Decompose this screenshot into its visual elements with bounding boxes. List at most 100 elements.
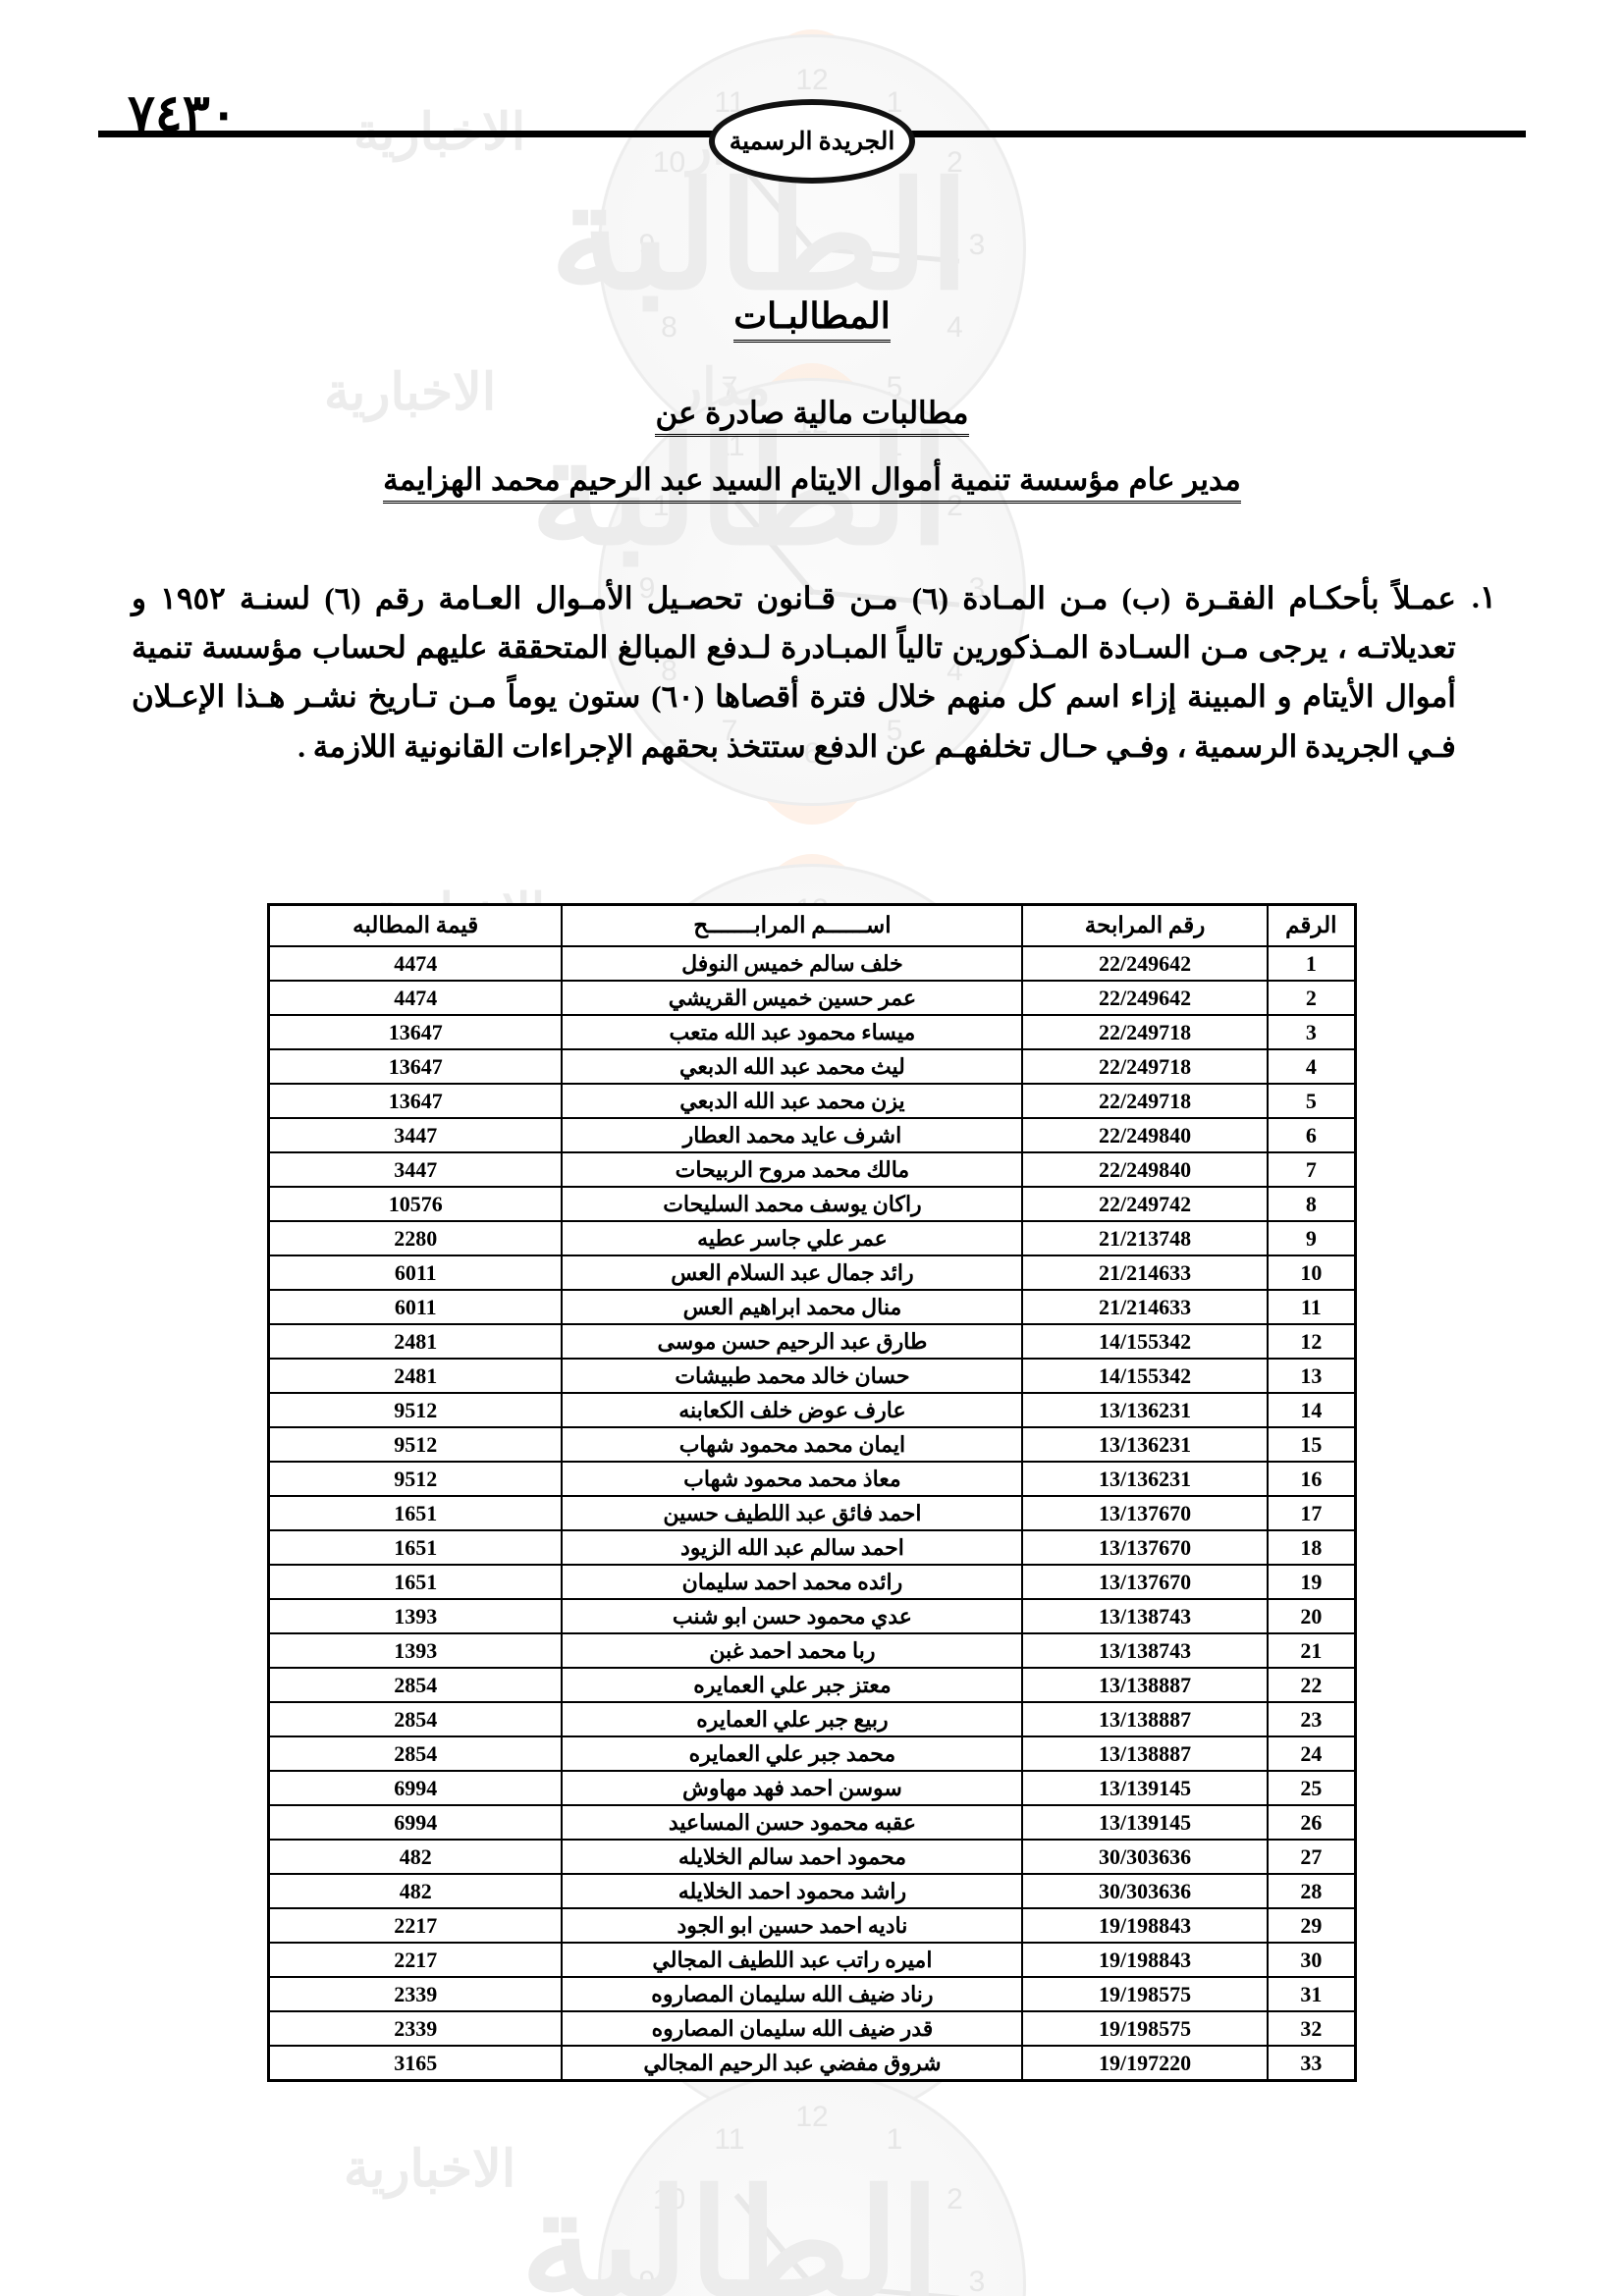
cell-murabaha-number: 14/155342 <box>1021 1323 1269 1360</box>
watermark-brand-big-footer: الطالبة <box>520 2162 941 2296</box>
cell-murabaha-number: 22/249718 <box>1021 1083 1269 1119</box>
cell-amount: 9512 <box>267 1461 564 1497</box>
cell-amount: 4474 <box>267 945 564 982</box>
cell-murabaha-number: 13/138887 <box>1021 1667 1269 1703</box>
cell-murabaha-number: 13/138887 <box>1021 1735 1269 1772</box>
cell-no: 5 <box>1266 1083 1357 1119</box>
page-title: المطالبـات <box>733 294 891 344</box>
table-row: 18 13/137670 احمد سالم عبد الله الزيود 1651 <box>267 1529 1357 1566</box>
cell-murabaha-number: 13/138743 <box>1021 1598 1269 1634</box>
cell-murabaha-number: 19/198843 <box>1021 1942 1269 1978</box>
table-row: 11 21/214633 منال محمد ابراهيم العس 6011 <box>267 1289 1357 1325</box>
table-row: 17 13/137670 احمد فائق عبد اللطيف حسين 1651 <box>267 1495 1357 1531</box>
watermark-clock-number: 12 <box>795 2101 829 2133</box>
cell-name: معاذ محمد محمود شهاب <box>561 1461 1024 1497</box>
cell-murabaha-number: 22/249642 <box>1021 945 1269 982</box>
cell-amount: 2481 <box>267 1358 564 1394</box>
page-header: ٧٤٣٠ الجريدة الرسمية <box>0 84 1624 192</box>
column-header-no: الرقم <box>1266 903 1357 947</box>
cell-amount: 6994 <box>267 1804 564 1841</box>
cell-murabaha-number: 19/198575 <box>1021 2010 1269 2047</box>
cell-name: راشد محمود احمد الخلايله <box>561 1873 1024 1909</box>
cell-murabaha-number: 13/136231 <box>1021 1461 1269 1497</box>
cell-amount: 1651 <box>267 1495 564 1531</box>
cell-name: ايمان محمد محمود شهاب <box>561 1426 1024 1463</box>
cell-no: 29 <box>1266 1907 1357 1944</box>
cell-name: يزن محمد عبد الله الدبعي <box>561 1083 1024 1119</box>
cell-amount: 2339 <box>267 2010 564 2047</box>
cell-no: 11 <box>1266 1289 1357 1325</box>
claims-table-container: الرقم رقم المرابحة اســــــم المرابـــــ… <box>267 903 1357 2082</box>
table-row: 22 13/138887 معتز جبر علي العمايره 2854 <box>267 1667 1357 1703</box>
cell-no: 13 <box>1266 1358 1357 1394</box>
cell-name: سوسن احمد فهد مهاوش <box>561 1770 1024 1806</box>
table-row: 32 19/198575 قدر ضيف الله سليمان المصاروه 2… <box>267 2010 1357 2047</box>
cell-amount: 1393 <box>267 1632 564 1669</box>
watermark-oval-footer <box>709 2081 915 2296</box>
cell-murabaha-number: 22/249718 <box>1021 1014 1269 1050</box>
cell-amount: 2481 <box>267 1323 564 1360</box>
cell-name: ربيع جبر علي العمايره <box>561 1701 1024 1737</box>
table-header-row: الرقم رقم المرابحة اســــــم المرابـــــ… <box>267 903 1357 947</box>
cell-name: احمد سالم عبد الله الزيود <box>561 1529 1024 1566</box>
table-row: 26 13/139145 عقبه محمود حسن المساعيد 6994 <box>267 1804 1357 1841</box>
cell-murabaha-number: 13/139145 <box>1021 1770 1269 1806</box>
cell-murabaha-number: 13/138887 <box>1021 1701 1269 1737</box>
cell-murabaha-number: 13/137670 <box>1021 1529 1269 1566</box>
list-marker: ١. <box>1471 579 1496 614</box>
cell-no: 3 <box>1266 1014 1357 1050</box>
cell-no: 31 <box>1266 1976 1357 2012</box>
cell-no: 25 <box>1266 1770 1357 1806</box>
watermark-clock-number: 2 <box>947 2183 963 2216</box>
table-row: 16 13/136231 معاذ محمد محمود شهاب 9512 <box>267 1461 1357 1497</box>
table-row: 24 13/138887 محمد جبر علي العمايره 2854 <box>267 1735 1357 1772</box>
cell-murabaha-number: 30/303636 <box>1021 1873 1269 1909</box>
cell-no: 9 <box>1266 1220 1357 1256</box>
table-row: 33 19/197220 شروق مفضي عبد الرحيم المجالي 3… <box>267 2045 1357 2082</box>
cell-amount: 2217 <box>267 1907 564 1944</box>
cell-name: رائد جمال عبد السلام العس <box>561 1255 1024 1291</box>
cell-name: شروق مفضي عبد الرحيم المجالي <box>561 2045 1024 2082</box>
cell-murabaha-number: 19/198843 <box>1021 1907 1269 1944</box>
cell-no: 28 <box>1266 1873 1357 1909</box>
column-header-name: اســــــم المرابـــــــح <box>561 903 1024 947</box>
watermark-clock-number: 3 <box>968 229 986 261</box>
cell-no: 7 <box>1266 1151 1357 1188</box>
cell-amount: 10576 <box>267 1186 564 1222</box>
cell-amount: 9512 <box>267 1392 564 1428</box>
cell-name: ناديه احمد حسين ابو الجود <box>561 1907 1024 1944</box>
watermark-clock-number: 1 <box>886 2122 903 2156</box>
table-row: 31 19/198575 رناد ضيف الله سليمان المصاروه… <box>267 1976 1357 2012</box>
cell-no: 17 <box>1266 1495 1357 1531</box>
table-row: 5 22/249718 يزن محمد عبد الله الدبعي 13647 <box>267 1083 1357 1119</box>
cell-murabaha-number: 13/138743 <box>1021 1632 1269 1669</box>
cell-amount: 2854 <box>267 1735 564 1772</box>
cell-amount: 3165 <box>267 2045 564 2082</box>
subtitle-issuer-intro: مطالبات مالية صادرة عن <box>655 396 969 438</box>
cell-murabaha-number: 13/136231 <box>1021 1392 1269 1428</box>
table-row: 10 21/214633 رائد جمال عبد السلام العس 6011 <box>267 1255 1357 1291</box>
cell-name: رائده محمد احمد سليمان <box>561 1564 1024 1600</box>
subtitle-issuer-name: مدير عام مؤسسة تنمية أموال الايتام السيد… <box>383 462 1241 505</box>
watermark-brand-small-footer: الاخبارية <box>344 2141 516 2198</box>
cell-no: 33 <box>1266 2045 1357 2082</box>
table-row: 21 13/138743 ربا محمد احمد غبن 1393 <box>267 1632 1357 1669</box>
table-row: 28 30/303636 راشد محمود احمد الخلايله 482 <box>267 1873 1357 1909</box>
cell-murabaha-number: 21/213748 <box>1021 1220 1269 1256</box>
cell-no: 26 <box>1266 1804 1357 1841</box>
cell-amount: 2280 <box>267 1220 564 1256</box>
cell-amount: 2339 <box>267 1976 564 2012</box>
notice-paragraph-text: عمـلاً بأحكـام الفقـرة (ب) مـن المـادة (… <box>132 581 1456 764</box>
table-row: 9 21/213748 عمر علي جاسر عطيه 2280 <box>267 1220 1357 1256</box>
cell-murabaha-number: 30/303636 <box>1021 1839 1269 1875</box>
table-row: 6 22/249840 اشرف عايد محمد العطار 3447 <box>267 1117 1357 1153</box>
claims-table-head: الرقم رقم المرابحة اســــــم المرابـــــ… <box>267 903 1357 947</box>
table-row: 19 13/137670 رائده محمد احمد سليمان 1651 <box>267 1564 1357 1600</box>
cell-no: 32 <box>1266 2010 1357 2047</box>
cell-amount: 482 <box>267 1839 564 1875</box>
watermark-clock-number: 10 <box>652 2183 686 2216</box>
watermark-clock-hand <box>811 245 959 264</box>
cell-amount: 13647 <box>267 1014 564 1050</box>
table-row: 13 14/155342 حسان خالد محمد طبيشات 2481 <box>267 1358 1357 1394</box>
cell-name: عدي محمود حسن ابو شنب <box>561 1598 1024 1634</box>
